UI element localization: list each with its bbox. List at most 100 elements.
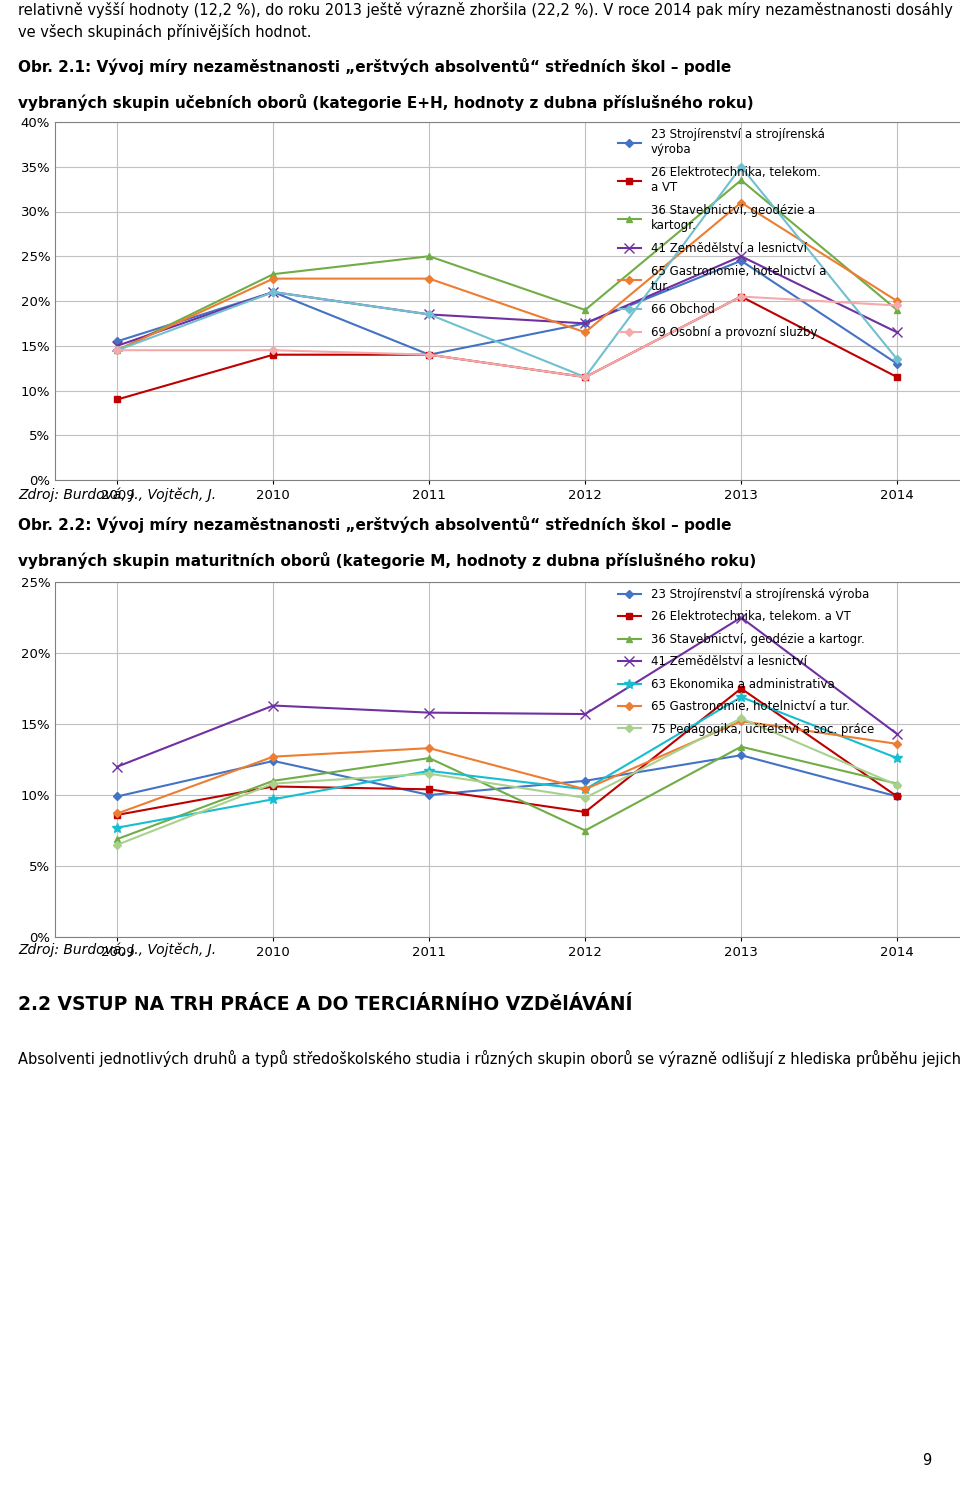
41 Zemědělství a lesnictví: [735, 609, 747, 627]
65 Gastronomie, hotelnictví a
tur.: [111, 342, 123, 360]
69 Osobní a provozní služby: [423, 346, 435, 364]
41 Zemědělství a lesnictví: [268, 697, 279, 715]
26 Elektrotechnika, telekom.
a VT: [111, 391, 123, 409]
Text: Zdroj: Burdová, J., Vojtěch, J.: Zdroj: Burdová, J., Vojtěch, J.: [18, 487, 216, 502]
23 Strojírenství a strojírenská výroba: [423, 786, 435, 804]
23 Strojírenství a strojírenská
výroba: [111, 333, 123, 351]
26 Elektrotechnika, telekom. a VT: [891, 788, 902, 805]
Legend: 23 Strojírenství a strojírenská
výroba, 26 Elektrotechnika, telekom.
a VT, 36 St: 23 Strojírenství a strojírenská výroba, …: [617, 128, 826, 339]
Line: 69 Osobní a provozní služby: 69 Osobní a provozní služby: [114, 294, 900, 380]
23 Strojírenství a strojírenská výroba: [268, 752, 279, 770]
Text: vybraných skupin učebních oborů (kategorie E+H, hodnoty z dubna příslušného roku: vybraných skupin učebních oborů (kategor…: [18, 94, 754, 111]
36 Stavebnictví, geodézie a
kartogr.: [268, 265, 279, 282]
63 Ekonomika a administrativa: [423, 762, 435, 780]
23 Strojírenství a strojírenská výroba: [891, 788, 902, 805]
Line: 26 Elektrotechnika, telekom. a VT: 26 Elektrotechnika, telekom. a VT: [114, 685, 900, 819]
69 Osobní a provozní služby: [891, 297, 902, 315]
23 Strojírenství a strojírenská
výroba: [423, 346, 435, 364]
75 Pedagogika, učitelství a soc. práce: [423, 765, 435, 783]
75 Pedagogika, učitelství a soc. práce: [268, 774, 279, 792]
Line: 75 Pedagogika, učitelství a soc. práce: 75 Pedagogika, učitelství a soc. práce: [114, 716, 900, 847]
Line: 66 Obchod: 66 Obchod: [114, 163, 900, 380]
Text: Zdroj: Burdová, J., Vojtěch, J.: Zdroj: Burdová, J., Vojtěch, J.: [18, 942, 216, 957]
41 Zemědělství a lesnictví: [735, 247, 747, 265]
26 Elektrotechnika, telekom. a VT: [423, 780, 435, 798]
41 Zemědělství a lesnictví: [580, 706, 591, 724]
63 Ekonomika a administrativa: [735, 688, 747, 706]
41 Zemědělství a lesnictví: [268, 284, 279, 302]
65 Gastronomie, hotelnictví a tur.: [423, 739, 435, 756]
26 Elektrotechnika, telekom.
a VT: [580, 369, 591, 386]
41 Zemědělství a lesnictví: [423, 306, 435, 324]
Line: 26 Elektrotechnika, telekom.
a VT: 26 Elektrotechnika, telekom. a VT: [114, 293, 900, 403]
Line: 36 Stavebnictví, geodézie a
kartogr.: 36 Stavebnictví, geodézie a kartogr.: [114, 177, 900, 354]
23 Strojírenství a strojírenská
výroba: [580, 315, 591, 333]
66 Obchod: [735, 158, 747, 175]
65 Gastronomie, hotelnictví a
tur.: [423, 270, 435, 288]
65 Gastronomie, hotelnictví a tur.: [111, 804, 123, 822]
36 Stavebnictví, geodézie a kartogr.: [891, 774, 902, 792]
69 Osobní a provozní služby: [735, 288, 747, 306]
26 Elektrotechnika, telekom.
a VT: [735, 288, 747, 306]
Line: 23 Strojírenství a strojírenská výroba: 23 Strojírenství a strojírenská výroba: [114, 752, 900, 799]
66 Obchod: [580, 369, 591, 386]
36 Stavebnictví, geodézie a
kartogr.: [735, 171, 747, 189]
23 Strojírenství a strojírenská
výroba: [891, 355, 902, 373]
Line: 41 Zemědělství a lesnictví: 41 Zemědělství a lesnictví: [112, 612, 901, 771]
23 Strojírenství a strojírenská výroba: [735, 746, 747, 764]
26 Elektrotechnika, telekom. a VT: [111, 805, 123, 823]
26 Elektrotechnika, telekom.
a VT: [891, 369, 902, 386]
Text: vybraných skupin maturitních oborů (kategorie M, hodnoty z dubna příslušného rok: vybraných skupin maturitních oborů (kate…: [18, 551, 756, 569]
41 Zemědělství a lesnictví: [891, 324, 902, 342]
Line: 63 Ekonomika a administrativa: 63 Ekonomika a administrativa: [112, 692, 901, 832]
41 Zemědělství a lesnictví: [111, 758, 123, 776]
65 Gastronomie, hotelnictví a
tur.: [891, 293, 902, 311]
65 Gastronomie, hotelnictví a tur.: [735, 712, 747, 730]
Legend: 23 Strojírenství a strojírenská výroba, 26 Elektrotechnika, telekom. a VT, 36 St: 23 Strojírenství a strojírenská výroba, …: [617, 588, 874, 736]
41 Zemědělství a lesnictví: [891, 725, 902, 743]
63 Ekonomika a administrativa: [268, 791, 279, 808]
63 Ekonomika a administrativa: [111, 819, 123, 837]
Line: 65 Gastronomie, hotelnictví a tur.: 65 Gastronomie, hotelnictví a tur.: [114, 718, 900, 816]
41 Zemědělství a lesnictví: [111, 337, 123, 355]
36 Stavebnictví, geodézie a
kartogr.: [111, 342, 123, 360]
Text: Absolventi jednotlivých druhů a typů středoškolského studia i různých skupin obo: Absolventi jednotlivých druhů a typů stř…: [18, 1051, 960, 1067]
65 Gastronomie, hotelnictví a tur.: [580, 780, 591, 798]
Line: 65 Gastronomie, hotelnictví a
tur.: 65 Gastronomie, hotelnictví a tur.: [114, 199, 900, 354]
66 Obchod: [268, 284, 279, 302]
23 Strojírenství a strojírenská výroba: [580, 771, 591, 789]
36 Stavebnictví, geodézie a
kartogr.: [891, 302, 902, 319]
63 Ekonomika a administrativa: [580, 780, 591, 798]
Text: 9: 9: [922, 1453, 931, 1468]
26 Elektrotechnika, telekom. a VT: [735, 679, 747, 697]
36 Stavebnictví, geodézie a
kartogr.: [580, 302, 591, 319]
66 Obchod: [111, 342, 123, 360]
75 Pedagogika, učitelství a soc. práce: [580, 789, 591, 807]
65 Gastronomie, hotelnictví a
tur.: [580, 324, 591, 342]
Text: Obr. 2.2: Vývoj míry nezaměstnanosti „erštvých absolventů“ středních škol – podl: Obr. 2.2: Vývoj míry nezaměstnanosti „er…: [18, 516, 732, 533]
36 Stavebnictví, geodézie a kartogr.: [580, 822, 591, 840]
41 Zemědělství a lesnictví: [580, 315, 591, 333]
Line: 41 Zemědělství a lesnictví: 41 Zemědělství a lesnictví: [112, 251, 901, 351]
65 Gastronomie, hotelnictví a tur.: [268, 747, 279, 765]
Text: relativně vyšší hodnoty (12,2 %), do roku 2013 ještě výrazně zhoršila (22,2 %). : relativně vyšší hodnoty (12,2 %), do rok…: [18, 1, 953, 40]
Text: Obr. 2.1: Vývoj míry nezaměstnanosti „erštvých absolventů“ středních škol – podl: Obr. 2.1: Vývoj míry nezaměstnanosti „er…: [18, 58, 732, 74]
36 Stavebnictví, geodézie a
kartogr.: [423, 247, 435, 265]
36 Stavebnictví, geodézie a kartogr.: [111, 831, 123, 849]
63 Ekonomika a administrativa: [891, 749, 902, 767]
26 Elektrotechnika, telekom.
a VT: [423, 346, 435, 364]
Text: 2.2 VSTUP NA TRH PRÁCE A DO TERCIÁRNÍHO VZDělÁVÁNÍ: 2.2 VSTUP NA TRH PRÁCE A DO TERCIÁRNÍHO …: [18, 996, 633, 1013]
Line: 23 Strojírenství a strojírenská
výroba: 23 Strojírenství a strojírenská výroba: [114, 259, 900, 367]
69 Osobní a provozní služby: [580, 369, 591, 386]
65 Gastronomie, hotelnictví a tur.: [891, 736, 902, 753]
66 Obchod: [891, 351, 902, 369]
23 Strojírenství a strojírenská výroba: [111, 788, 123, 805]
26 Elektrotechnika, telekom. a VT: [268, 777, 279, 795]
26 Elektrotechnika, telekom. a VT: [580, 802, 591, 820]
41 Zemědělství a lesnictví: [423, 704, 435, 722]
69 Osobní a provozní služby: [111, 342, 123, 360]
65 Gastronomie, hotelnictví a
tur.: [735, 193, 747, 211]
26 Elektrotechnika, telekom.
a VT: [268, 346, 279, 364]
23 Strojírenství a strojírenská
výroba: [268, 284, 279, 302]
65 Gastronomie, hotelnictví a
tur.: [268, 270, 279, 288]
